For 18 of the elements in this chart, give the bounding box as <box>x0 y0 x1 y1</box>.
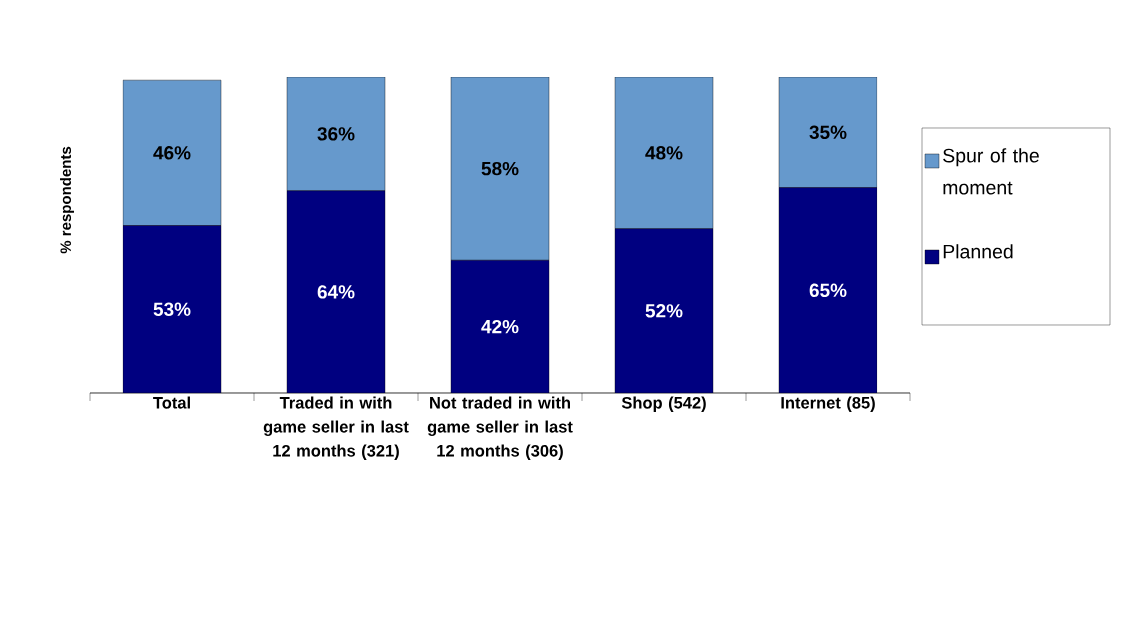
x-tick-label: Shop (542) <box>621 396 706 412</box>
data-label: 58% <box>481 161 519 176</box>
data-label: 36% <box>317 127 355 141</box>
x-tick-label: Internet (85) <box>781 396 875 412</box>
legend-label: Spur of the moment <box>943 148 1039 195</box>
data-label: 64% <box>317 285 355 299</box>
data-label: 42% <box>481 319 519 334</box>
data-label: 52% <box>645 304 683 318</box>
data-label: 48% <box>645 146 683 160</box>
x-tick-label: Not traded in with game seller in last 12 months (306) <box>427 396 573 460</box>
data-label: 35% <box>809 125 847 140</box>
x-tick-label: Traded in with game seller in last 12 months (321) <box>263 396 409 460</box>
data-label: 46% <box>153 146 191 160</box>
data-label: 65% <box>809 283 847 298</box>
data-label: 53% <box>153 302 191 316</box>
x-tick-label: Total <box>153 396 190 409</box>
legend-label: Planned <box>943 244 1013 259</box>
y-axis-title: % respondents <box>60 146 74 254</box>
